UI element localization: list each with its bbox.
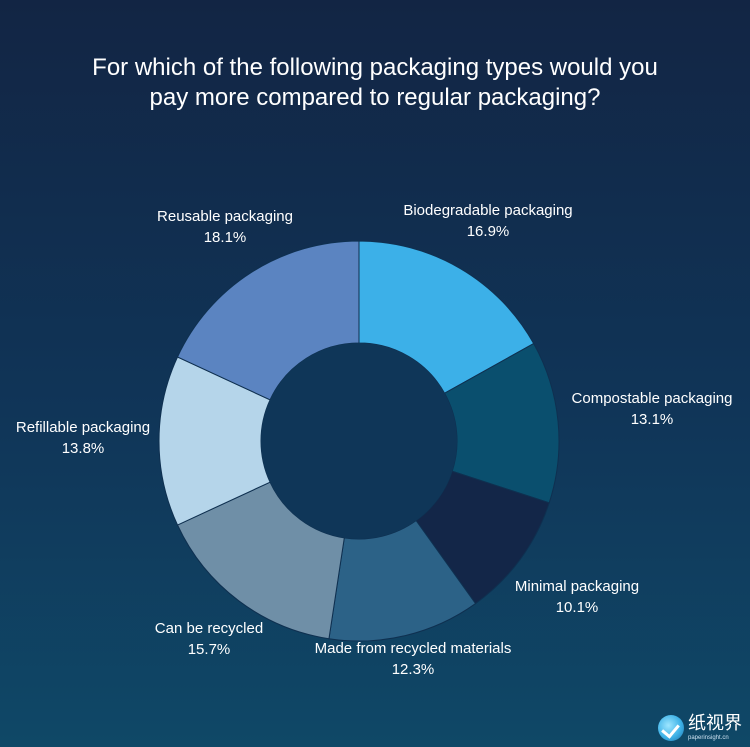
slice-label: Refillable packaging: [16, 419, 150, 436]
donut-hole: [261, 343, 457, 539]
slice-label: Minimal packaging: [515, 578, 639, 595]
slice-label: Reusable packaging: [157, 208, 293, 225]
chart-title-line-1: For which of the following packaging typ…: [92, 54, 658, 81]
slice-value-label: 13.8%: [62, 440, 105, 457]
slice-label: Compostable packaging: [572, 390, 733, 407]
slice-label: Biodegradable packaging: [403, 202, 572, 219]
slice-value-label: 10.1%: [556, 599, 599, 616]
slice-value-label: 18.1%: [204, 229, 247, 246]
slice-value-label: 15.7%: [188, 641, 231, 658]
slice-label: Made from recycled materials: [315, 640, 512, 657]
slice-value-label: 12.3%: [392, 661, 435, 678]
slice-value-label: 13.1%: [631, 411, 674, 428]
watermark: 纸视界 paperinsight.cn: [658, 715, 742, 741]
checkmark-logo-icon: [658, 715, 684, 741]
watermark-subtext: paperinsight.cn: [688, 735, 729, 741]
chart-title-line-2: pay more compared to regular packaging?: [149, 84, 601, 111]
slice-label: Can be recycled: [155, 620, 263, 637]
slice-value-label: 16.9%: [467, 223, 510, 240]
chart-title: For which of the following packaging typ…: [0, 53, 750, 113]
watermark-text: 纸视界: [688, 713, 742, 734]
